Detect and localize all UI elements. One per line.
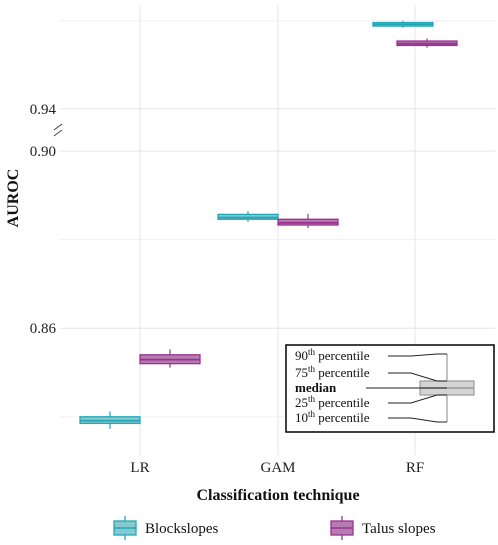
y-axis: 0.86 0.90 0.94 — [30, 102, 63, 337]
x-tick-label: LR — [130, 460, 149, 476]
inset-leader-line — [388, 372, 447, 382]
y-axis-title: AUROC — [5, 169, 22, 228]
inset-label: 25th percentile — [295, 394, 370, 410]
legend: Blockslopes Talus slopes — [113, 516, 436, 540]
box-plots — [79, 20, 458, 429]
x-axis: LR GAM RF — [130, 460, 424, 476]
y-tick-label: 0.94 — [30, 102, 57, 118]
inset-label: 75th percentile — [295, 364, 370, 380]
inset-label: 10th percentile — [295, 409, 370, 425]
inset-leader-line — [388, 394, 447, 404]
legend-label: Talus slopes — [362, 521, 436, 537]
box-blockslopes-lr — [79, 411, 141, 429]
inset-leader-line — [388, 353, 447, 357]
legend-item-talus-slopes: Talus slopes — [330, 516, 436, 540]
box-blockslopes-rf — [372, 20, 434, 28]
box-talus-slopes-lr — [139, 349, 201, 368]
axis-break-mark — [53, 123, 63, 131]
inset-label: 90th percentile — [295, 347, 370, 363]
box-blockslopes-gam — [217, 211, 279, 222]
x-tick-label: GAM — [260, 460, 295, 476]
y-tick-label: 0.90 — [30, 144, 56, 160]
box-talus-slopes-rf — [396, 38, 458, 48]
legend-label: Blockslopes — [145, 521, 218, 537]
y-tick-label: 0.86 — [30, 321, 57, 337]
box-talus-slopes-gam — [277, 213, 339, 229]
legend-item-blockslopes: Blockslopes — [113, 516, 218, 540]
inset-label: median — [295, 380, 337, 395]
axis-break-mark — [53, 129, 63, 137]
x-axis-title: Classification technique — [196, 487, 359, 504]
inset-leader-line — [388, 417, 447, 423]
x-tick-label: RF — [406, 460, 424, 476]
